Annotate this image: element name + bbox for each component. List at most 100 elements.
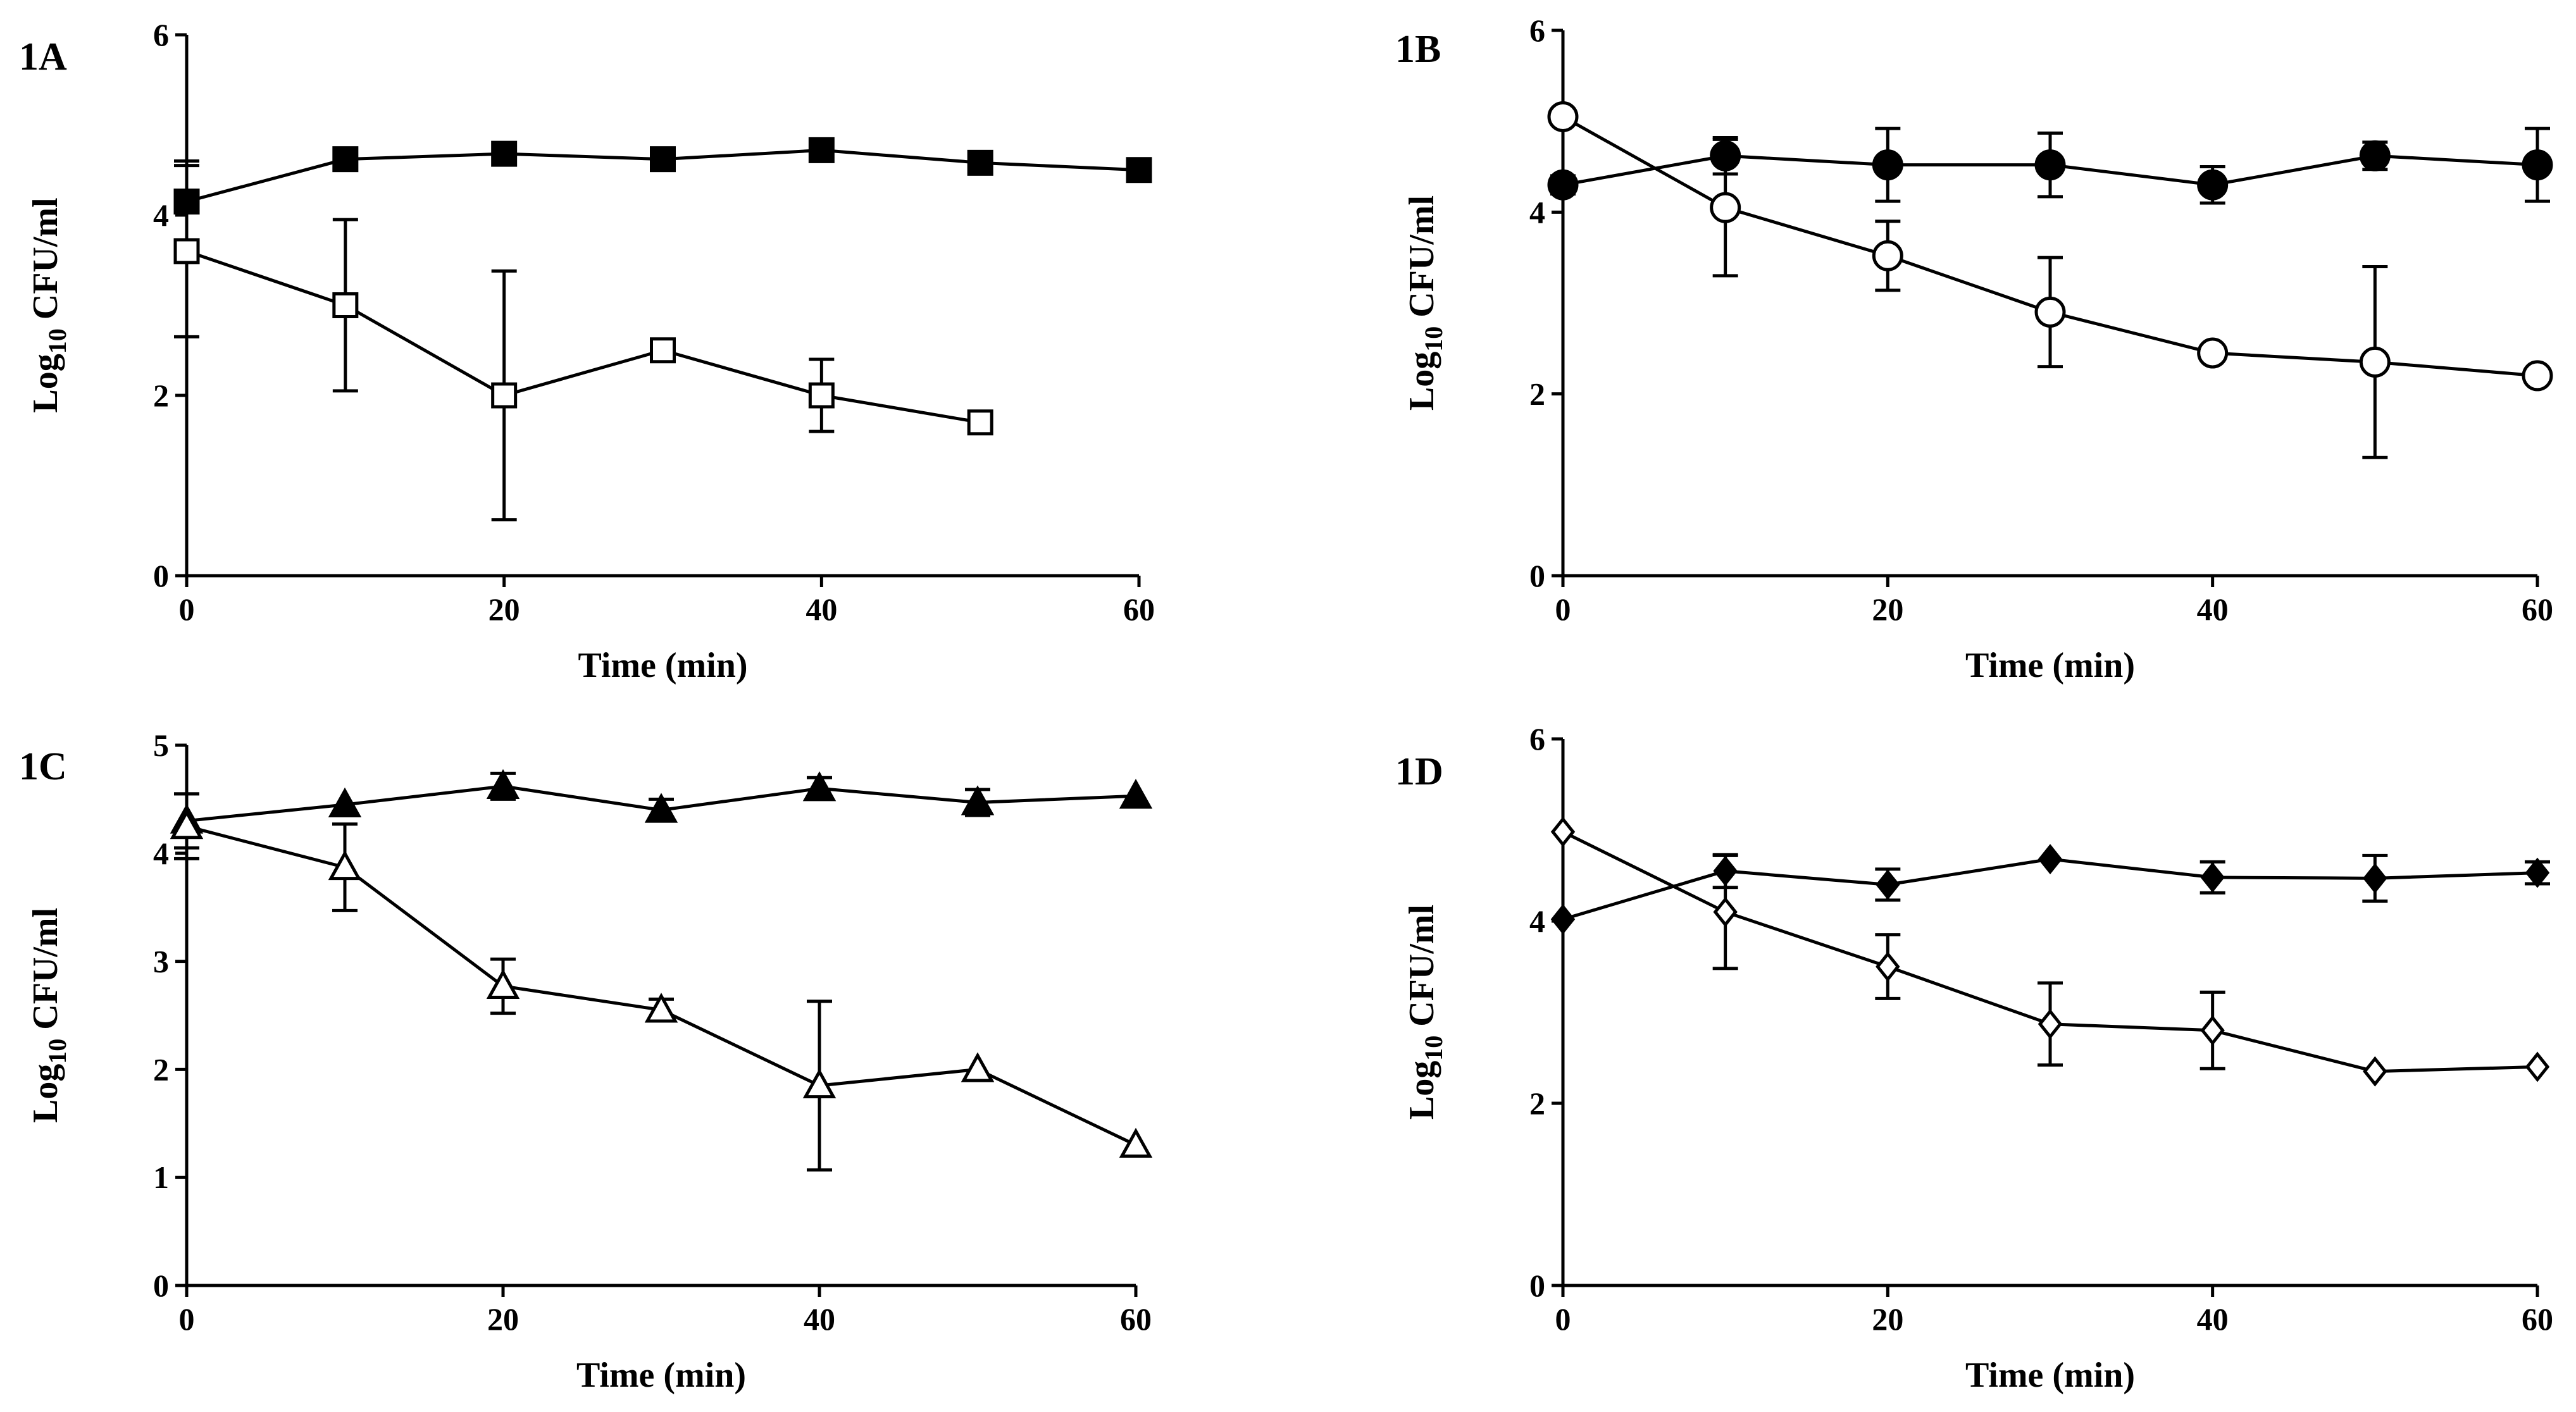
x-tick-label: 20 [487,1301,519,1337]
x-tick-label: 0 [1555,591,1571,627]
y-tick-label: 0 [1529,1268,1545,1303]
x-tick-label: 20 [488,591,520,627]
series-2 [1550,816,2550,1087]
open-diamond-point [2525,1051,2550,1082]
x-tick-label: 40 [804,1301,835,1337]
y-tick-label: 4 [153,197,169,233]
x-tick-label: 60 [2522,1301,2553,1337]
x-tick-label: 40 [2197,591,2229,627]
series-1 [170,769,1153,850]
x-tick-label: 40 [806,591,837,627]
y-tick-label: 2 [1529,1086,1545,1121]
filled-circle-point [2359,140,2391,171]
open-square-point [491,382,518,409]
open-circle-point [1547,101,1579,132]
open-triangle-point [961,1052,995,1082]
filled-square-point [491,140,518,167]
y-tick-label: 5 [153,728,169,763]
open-triangle-point [802,1068,837,1099]
series-2 [170,792,1153,1172]
x-axis-title: Time (min) [1965,1356,2135,1395]
y-tick-label: 4 [153,836,169,871]
x-tick-label: 60 [1120,1301,1152,1337]
series-1 [1550,844,2550,935]
open-circle-point [1710,192,1741,223]
y-axis-title: Log10 CFU/ml [26,908,72,1123]
open-circle-point [1872,240,1903,271]
filled-square-point [650,146,676,173]
open-triangle-point [328,850,362,881]
y-tick-label: 2 [1529,376,1545,412]
x-tick-label: 0 [1555,1301,1571,1337]
y-tick-label: 0 [153,558,169,593]
open-square-point [173,238,200,264]
x-axis-title: Time (min) [1965,646,2135,685]
filled-diamond-point [2525,857,2550,888]
filled-diamond-point [2363,863,2387,894]
filled-diamond-point [1550,904,1576,935]
y-tick-label: 6 [1529,13,1545,48]
series-2 [173,164,993,522]
filled-triangle-point [961,785,995,815]
x-tick-label: 20 [1872,1301,1903,1337]
filled-circle-point [1872,149,1903,181]
open-diamond-point [2200,1015,2225,1046]
y-tick-label: 6 [153,17,169,53]
x-axis-title: Time (min) [576,1356,746,1395]
open-square-point [332,292,359,318]
panel-label: 1D [1395,750,1443,793]
filled-triangle-point [328,787,362,818]
open-circle-point [2522,360,2553,392]
open-diamond-point [1550,816,1576,847]
filled-triangle-point [802,771,837,802]
y-axis-title: Log10 CFU/ml [26,197,72,412]
open-circle-point [2359,346,2391,378]
filled-circle-point [2522,149,2553,181]
filled-triangle-point [644,793,678,823]
x-tick-label: 60 [2522,591,2553,627]
panel-label: 1A [19,35,67,78]
y-tick-label: 3 [153,944,169,979]
series-line [186,249,981,424]
filled-diamond-point [1876,869,1900,900]
open-triangle-point [644,993,678,1023]
x-tick-label: 0 [179,591,195,627]
open-square-point [650,337,676,364]
filled-triangle-point [486,769,520,800]
filled-triangle-point [1119,779,1153,809]
y-tick-label: 1 [153,1160,169,1195]
chart-panel-1c: 1C 0 1 2 3 4 5 0 20 40 60 Time (min) Log10 CFU/ml [19,728,1153,1395]
y-tick-label: 0 [153,1268,169,1303]
filled-circle-point [2034,149,2066,181]
y-tick-label: 6 [1529,721,1545,757]
series-2 [1547,101,2553,459]
open-diamond-point [2038,1008,2063,1039]
open-triangle-point [486,969,520,999]
open-triangle-point [170,808,204,839]
open-circle-point [2034,296,2066,328]
x-axis-title: Time (min) [578,646,747,685]
x-tick-label: 60 [1123,591,1155,627]
y-tick-label: 4 [1529,903,1545,939]
filled-diamond-point [2038,844,2063,875]
series-1 [173,137,1152,244]
y-tick-label: 0 [1529,558,1545,593]
x-tick-label: 0 [179,1301,195,1337]
panel-label: 1B [1395,28,1441,71]
open-square-point [967,409,993,436]
open-square-point [808,382,835,409]
y-tick-label: 4 [1529,194,1545,230]
y-tick-label: 2 [153,1051,169,1087]
panel-label: 1C [19,745,67,788]
filled-circle-point [2197,169,2229,201]
y-axis-title: Log10 CFU/ml [1402,195,1448,411]
filled-square-point [332,146,359,173]
filled-square-point [967,149,993,176]
filled-diamond-point [2200,862,2225,893]
x-tick-label: 40 [2197,1301,2229,1337]
open-diamond-point [2363,1056,2387,1087]
